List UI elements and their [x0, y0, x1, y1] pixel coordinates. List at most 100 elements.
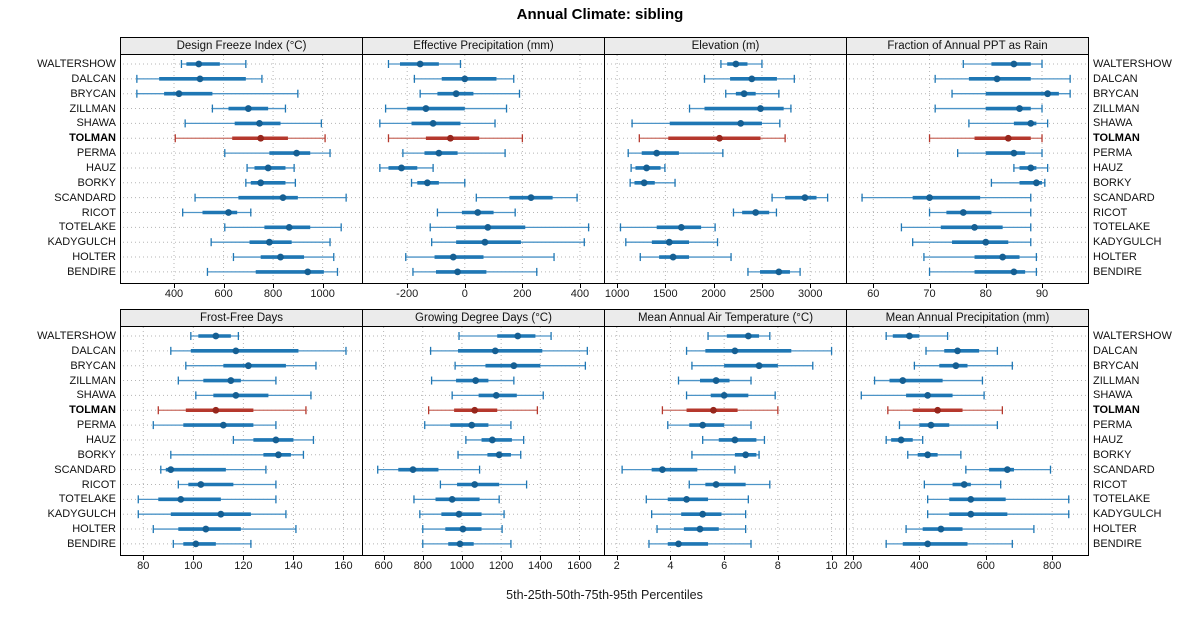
x-axis-tick-label: 200 — [513, 288, 532, 300]
percentile-row-scandard — [194, 193, 347, 202]
percentile-row-scandard — [965, 465, 1052, 474]
x-axis-tick — [522, 284, 524, 288]
station-label-totelake: TOTELAKE — [1093, 493, 1151, 506]
percentile-row-waltershow — [707, 332, 771, 340]
percentile-row-ricot — [732, 208, 778, 217]
x-axis-tick — [831, 556, 833, 560]
percentile-row-scandard — [160, 465, 267, 474]
percentile-row-shawa — [195, 391, 312, 400]
percentile-row-brycan — [136, 89, 299, 98]
percentile-row-borky — [170, 450, 305, 459]
percentile-row-ricot — [928, 208, 1032, 217]
x-axis-tick — [193, 556, 195, 560]
x-axis-tick-label: 1400 — [528, 560, 553, 572]
panel-plot — [607, 55, 844, 283]
percentile-row-totelake — [645, 495, 749, 504]
x-axis-tick-label: 2500 — [749, 288, 775, 300]
station-label-bendire: BENDIRE — [1093, 265, 1142, 278]
percentile-row-tolman — [174, 134, 326, 143]
x-axis-tick-label: 140 — [284, 560, 303, 572]
panel-growing-degree-days-c: Growing Degree Days (°C) — [362, 309, 605, 556]
station-label-dalcan: DALCAN — [1093, 344, 1138, 357]
percentile-row-kadygulch — [927, 510, 1070, 519]
percentile-row-bendire — [422, 539, 512, 548]
percentile-row-tolman — [887, 406, 1004, 415]
percentile-row-brycan — [419, 89, 521, 98]
station-label-bendire: BENDIRE — [67, 265, 116, 278]
x-axis-tick — [143, 556, 145, 560]
percentile-row-waltershow — [885, 332, 949, 340]
x-axis-tick-label: 400 — [570, 288, 590, 300]
percentile-row-shawa — [860, 391, 985, 400]
x-axis-tick — [422, 556, 424, 560]
x-axis-tick-label: 80 — [137, 560, 150, 572]
x-axis-tick — [579, 284, 581, 288]
station-label-zillman: ZILLMAN — [1093, 102, 1140, 115]
x-axis-tick — [852, 556, 854, 560]
station-label-brycan: BRYCAN — [70, 359, 116, 372]
x-axis-tick — [243, 556, 245, 560]
station-label-kadygulch: KADYGULCH — [1093, 508, 1162, 521]
percentile-row-brycan — [725, 89, 780, 98]
percentile-row-kadygulch — [651, 510, 747, 519]
station-label-kadygulch: KADYGULCH — [1093, 236, 1162, 249]
station-label-bendire: BENDIRE — [1093, 537, 1142, 550]
x-axis-tick-label: 400 — [164, 288, 184, 300]
x-axis-tick-label: 1500 — [653, 288, 678, 300]
percentile-row-ricot — [439, 480, 528, 489]
percentile-row-holter — [422, 525, 503, 534]
x-axis-tick-label: 800 — [413, 560, 432, 572]
percentile-row-totelake — [413, 495, 500, 504]
x-axis-tick — [540, 556, 542, 560]
percentile-row-dalcan — [429, 346, 588, 355]
station-label-scandard: SCANDARD — [54, 191, 116, 204]
x-axis-tick-label: 600 — [214, 288, 233, 300]
x-axis-tick — [383, 556, 385, 560]
x-axis-tick — [919, 556, 921, 560]
percentile-row-ricot — [177, 480, 277, 489]
station-label-shawa: SHAWA — [76, 389, 116, 402]
station-label-hauz: HAUZ — [1093, 433, 1123, 446]
percentile-caption: 5th-25th-50th-75th-95th Percentiles — [506, 588, 703, 602]
percentile-row-holter — [152, 525, 297, 534]
percentile-row-hauz — [702, 435, 766, 444]
percentile-row-dalcan — [925, 346, 999, 355]
x-axis-tick-label: 4 — [667, 560, 674, 572]
x-axis-tick-label: 400 — [910, 560, 929, 572]
x-axis-tick-label: 80 — [979, 288, 992, 300]
percentile-row-kadygulch — [625, 238, 719, 247]
percentile-row-kadygulch — [912, 238, 1032, 247]
percentile-row-shawa — [451, 391, 544, 400]
percentile-row-hauz — [232, 435, 315, 444]
panel-header: Fraction of Annual PPT as Rain — [847, 38, 1088, 55]
percentile-row-scandard — [377, 465, 481, 474]
x-axis-tick-label: 1000 — [310, 288, 335, 300]
panel-plot — [365, 55, 602, 283]
station-label-dalcan: DALCAN — [71, 344, 116, 357]
x-axis-tick — [293, 556, 295, 560]
percentile-row-ricot — [182, 208, 252, 217]
percentile-row-scandard — [475, 193, 578, 202]
station-label-waltershow: WALTERSHOW — [37, 58, 116, 70]
percentile-row-hauz — [379, 163, 434, 172]
x-axis-tick-label: 1000 — [449, 560, 475, 572]
percentile-row-tolman — [427, 406, 539, 415]
station-label-zillman: ZILLMAN — [69, 102, 116, 115]
station-label-ricot: RICOT — [1093, 478, 1128, 491]
percentile-row-holter — [905, 525, 1035, 534]
percentile-row-zillman — [384, 104, 508, 113]
station-label-perma: PERMA — [1093, 419, 1133, 432]
percentile-row-waltershow — [458, 332, 552, 340]
percentile-row-brycan — [454, 361, 587, 370]
percentile-row-waltershow — [180, 60, 247, 68]
panel-header: Effective Precipitation (mm) — [363, 38, 604, 55]
percentile-row-ricot — [436, 208, 516, 217]
percentile-row-ricot — [923, 480, 1002, 489]
percentile-row-borky — [691, 450, 760, 459]
percentile-row-borky — [410, 178, 466, 187]
station-label-perma: PERMA — [76, 419, 116, 432]
percentile-row-bendire — [412, 267, 538, 276]
percentile-row-bendire — [885, 539, 1013, 548]
page-title: Annual Climate: sibling — [516, 6, 684, 23]
x-axis-tick-label: 2 — [613, 560, 620, 572]
